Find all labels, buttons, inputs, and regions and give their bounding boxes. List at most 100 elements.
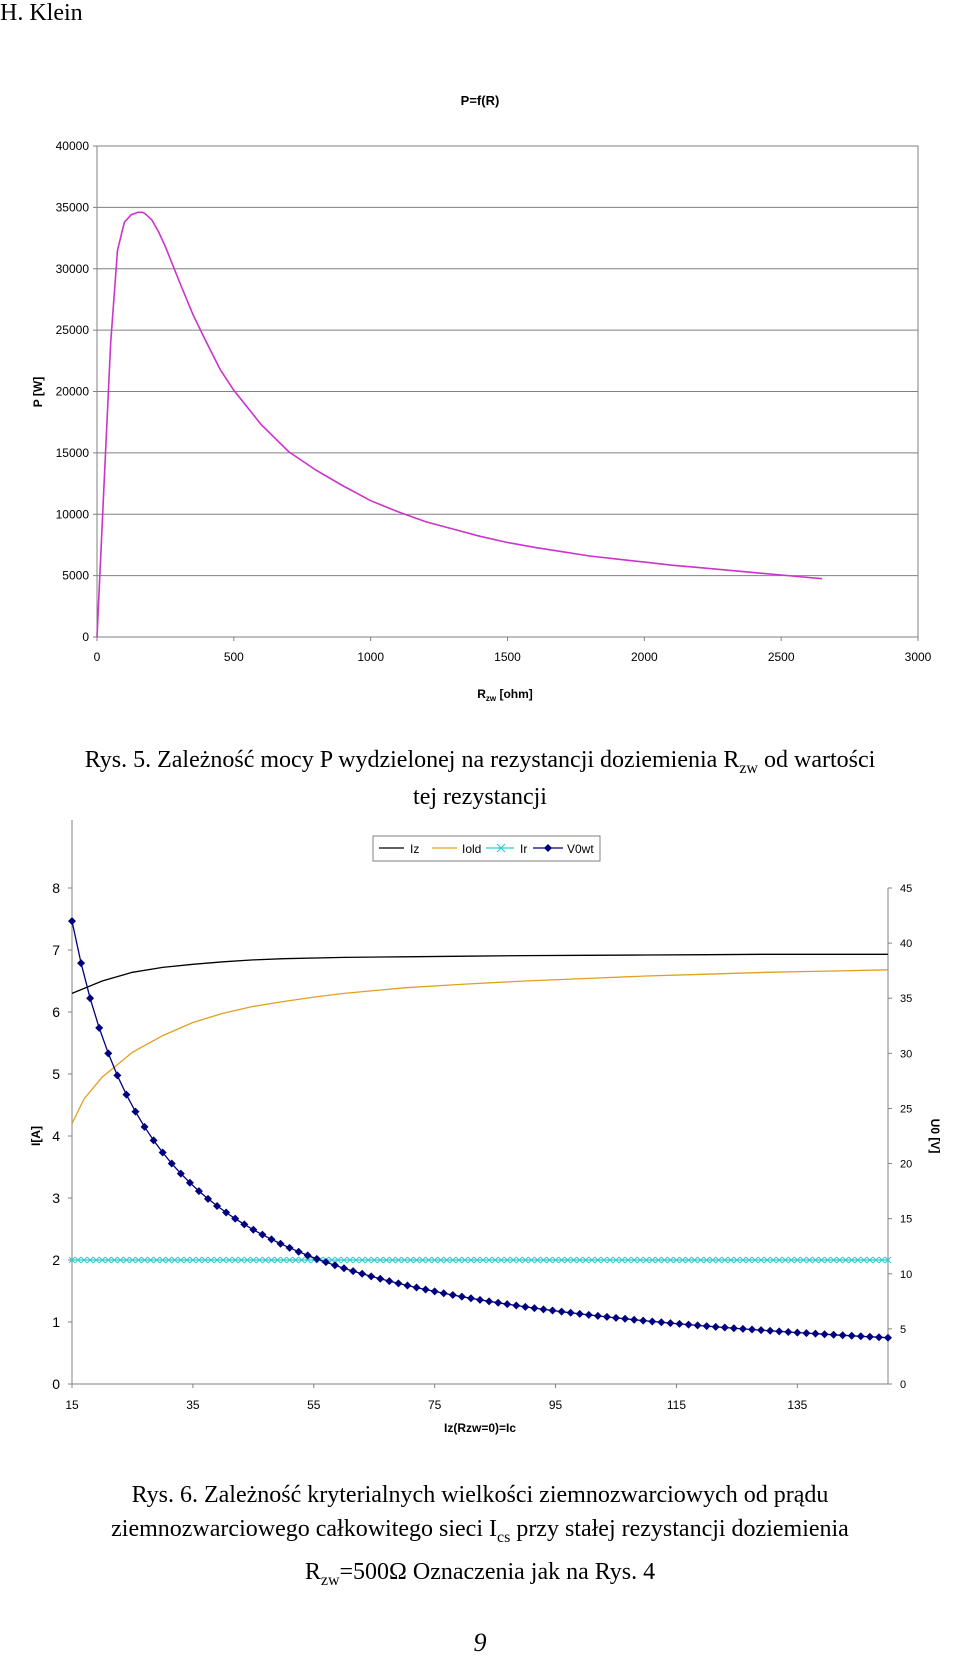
c2-ir-marker: [521, 1256, 529, 1264]
c2-v0wt-marker: [249, 1225, 258, 1234]
c1-x-tick-labels: 0 500 1000 1500 2000 2500 3000: [94, 650, 932, 664]
c2-ir-marker: [824, 1256, 831, 1264]
c2-v0wt-marker: [630, 1315, 639, 1324]
fig5-caption: Rys. 5. Zależność mocy P wydzielonej na …: [0, 746, 960, 811]
c2-v0wt-marker: [829, 1330, 838, 1339]
c2-v0wt-marker: [213, 1201, 222, 1210]
c2-v0wt-marker: [285, 1243, 294, 1252]
c1-y-tick-label: 5000: [62, 569, 89, 583]
c2-y2-axis-label: U0 [V]: [928, 1119, 942, 1154]
c1-x-tick-label: 2500: [768, 650, 795, 664]
c2-legend-ir-marker: [496, 843, 506, 853]
c2-v0wt-marker: [494, 1298, 503, 1307]
c1-x-axis-label-unit: [ohm]: [496, 687, 533, 701]
c2-ir-marker: [800, 1256, 807, 1264]
c2-v0wt-marker: [131, 1107, 140, 1116]
c2-ir-marker: [461, 1256, 469, 1264]
c2-ir-marker: [642, 1256, 650, 1264]
c2-v0wt-marker: [403, 1281, 412, 1290]
c1-power-line: [96, 211, 823, 638]
c2-ir-marker: [528, 1256, 535, 1264]
c2-ir-marker: [860, 1256, 868, 1264]
fig5-caption-line2: tej rezystancji: [413, 783, 547, 810]
c2-ir-marker: [552, 1256, 559, 1264]
c2-v0wt-marker: [77, 959, 86, 968]
c2-v0wt-marker: [856, 1332, 865, 1341]
c2-v0wt-marker: [448, 1290, 457, 1299]
c2-ir-marker: [413, 1256, 420, 1264]
c2-ir-marker: [848, 1256, 856, 1264]
c2-ir-marker: [884, 1256, 892, 1264]
c2-y2-tick-label: 40: [900, 938, 912, 950]
c1-y-tick-label: 25000: [56, 323, 90, 337]
c2-v0wt-marker: [231, 1214, 240, 1223]
c2-y-tick-label: 6: [52, 1004, 60, 1020]
c2-y-tick-label: 8: [52, 880, 60, 896]
c2-ir-marker: [274, 1256, 281, 1264]
c2-ir-marker: [497, 1256, 505, 1264]
c2-ir-marker: [467, 1256, 475, 1264]
c2-ir-marker: [636, 1256, 644, 1264]
c2-ir-marker: [830, 1256, 837, 1264]
c2-ir-marker: [425, 1256, 432, 1264]
c2-ir-marker: [757, 1256, 765, 1264]
c2-v0wt-marker: [158, 1148, 167, 1157]
c2-v0wt-marker: [430, 1287, 439, 1296]
c2-ir-marker: [878, 1256, 886, 1264]
c2-ir-marker: [213, 1256, 221, 1264]
c2-ir-marker: [256, 1256, 263, 1264]
c2-ir-marker: [129, 1256, 136, 1264]
c2-ir-marker: [231, 1256, 239, 1264]
c2-v0wt-marker: [874, 1333, 883, 1342]
c2-v0wt-marker: [349, 1267, 358, 1276]
c2-ir-marker: [104, 1256, 112, 1264]
c2-ir-marker: [225, 1256, 233, 1264]
c2-y2-tick-label: 15: [900, 1214, 912, 1226]
fig6-caption: Rys. 6. Zależność kryterialnych wielkośc…: [0, 1478, 960, 1598]
c2-ir-marker: [624, 1256, 632, 1264]
c2-ir-marker: [685, 1256, 692, 1264]
c2-ir-marker: [219, 1256, 227, 1264]
c2-ir-marker: [358, 1256, 366, 1264]
c2-ir-marker: [654, 1256, 662, 1264]
c2-ir-marker: [709, 1256, 717, 1264]
c2-y-tick-label: 1: [52, 1314, 60, 1330]
c2-v0wt-marker: [476, 1295, 484, 1304]
c2-y2-tick-label: 25: [900, 1103, 912, 1115]
c2-y2-tick-label: 30: [900, 1048, 912, 1060]
c2-ir-marker: [491, 1256, 499, 1264]
c2-ir-marker: [123, 1256, 130, 1264]
c2-legend-v0wt: V0wt: [567, 842, 594, 856]
c2-legend-iz: Iz: [410, 842, 419, 856]
c1-y-tick-label: 35000: [56, 200, 90, 214]
c2-ir-marker: [606, 1256, 614, 1264]
c2-y2-tick-label: 10: [900, 1269, 912, 1281]
c2-v0wt-marker: [775, 1327, 784, 1336]
c2-v0wt-marker: [86, 994, 95, 1003]
c2-ir-marker: [431, 1256, 439, 1264]
c2-v0wt-marker: [68, 917, 76, 926]
c2-v0wt-marker: [421, 1285, 430, 1294]
c1-x-tick-label: 1000: [357, 650, 384, 664]
c2-ir-marker: [370, 1256, 378, 1264]
c2-v0wt-marker: [639, 1316, 648, 1325]
c2-v0wt-marker: [820, 1330, 829, 1339]
c2-v0wt-marker: [204, 1194, 212, 1203]
c2-x-tick-label: 35: [186, 1398, 200, 1412]
c2-ir-marker: [733, 1256, 741, 1264]
c2-ir-marker: [401, 1256, 408, 1264]
c2-ir-marker: [249, 1256, 257, 1264]
c2-ir-marker: [159, 1256, 167, 1264]
c2-ir-marker: [437, 1256, 445, 1264]
c1-x-axis-label-sub: zw: [486, 694, 497, 703]
c2-v0wt-marker: [358, 1269, 367, 1278]
c2-x-tick-labels: 15 35 55 75 95 115 135: [65, 1384, 808, 1412]
c2-ir-marker: [141, 1256, 148, 1264]
c1-x-tick-label: 2000: [631, 650, 658, 664]
c2-ir-marker: [727, 1256, 735, 1264]
c2-ir-marker: [298, 1256, 306, 1264]
c2-v0wt-marker: [865, 1332, 874, 1341]
c2-y2-tick-label: 20: [900, 1159, 912, 1171]
c2-v0wt-marker: [503, 1300, 512, 1309]
c2-v0wt-marker: [657, 1318, 666, 1327]
